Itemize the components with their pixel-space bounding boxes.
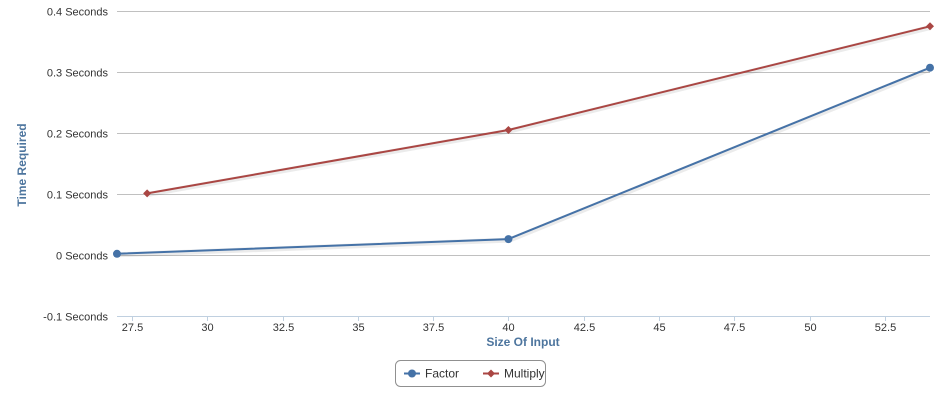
legend-item-factor[interactable]: Factor <box>404 367 459 381</box>
legend[interactable]: Factor Multiply <box>395 360 546 387</box>
data-point-multiply[interactable] <box>504 125 513 134</box>
series-line-multiply <box>146 25 931 195</box>
legend-label-multiply: Multiply <box>504 367 545 381</box>
x-tick-label: 45 <box>653 322 665 334</box>
legend-item-multiply[interactable]: Multiply <box>483 367 545 381</box>
x-tick-label: 52.5 <box>875 322 896 334</box>
x-axis-title: Size Of Input <box>486 335 559 349</box>
series-shadow-multiply <box>147 24 932 197</box>
y-tick-label: 0.2 Seconds <box>47 129 109 141</box>
series-group <box>113 22 934 258</box>
y-tick-label: 0.3 Seconds <box>47 68 109 80</box>
x-tick-label: 35 <box>352 322 364 334</box>
y-axis-title: Time Required <box>15 123 29 206</box>
x-tick-label: 47.5 <box>724 322 745 334</box>
y-tick-label: 0.4 Seconds <box>47 7 109 19</box>
x-tick-label: 32.5 <box>273 322 294 334</box>
y-axis-ticks: -0.1 Seconds 0 Seconds 0.1 Seconds 0.2 Seco… <box>43 7 108 324</box>
legend-label-factor: Factor <box>425 367 459 381</box>
legend-marker-factor <box>408 369 416 378</box>
legend-box <box>395 360 546 387</box>
x-tick-label: 37.5 <box>423 322 444 334</box>
x-tick-label: 50 <box>804 322 816 334</box>
data-point-factor[interactable] <box>926 63 934 72</box>
y-tick-label: -0.1 Seconds <box>43 312 108 324</box>
y-tick-label: 0.1 Seconds <box>47 190 109 202</box>
data-point-multiply[interactable] <box>143 189 152 198</box>
data-point-factor[interactable] <box>504 235 513 244</box>
x-tick-label: 27.5 <box>122 322 143 334</box>
x-tick-label: 40 <box>502 322 514 334</box>
y-tick-label: 0 Seconds <box>56 251 108 263</box>
x-tick-label: 42.5 <box>574 322 595 334</box>
data-point-multiply[interactable] <box>926 22 934 31</box>
x-axis-ticks: 27.5 30 32.5 35 37.5 40 42.5 45 47.5 50 52.5 <box>122 316 896 334</box>
series-line-factor <box>116 66 931 255</box>
series-shadow-factor <box>117 66 932 258</box>
x-tick-label: 30 <box>201 322 213 334</box>
legend-marker-multiply <box>487 369 495 378</box>
data-point-factor[interactable] <box>113 249 121 258</box>
